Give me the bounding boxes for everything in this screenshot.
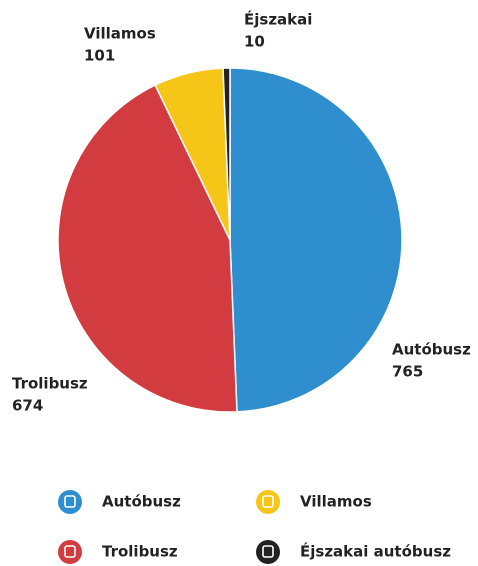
pie-slice bbox=[222, 67, 231, 241]
legend-glyph bbox=[262, 545, 274, 558]
slice-label: Éjszakai bbox=[244, 10, 312, 29]
slice-label: Autóbusz bbox=[392, 341, 471, 359]
pie-slice bbox=[229, 67, 403, 413]
legend-icon bbox=[256, 540, 280, 564]
legend-label: Éjszakai autóbusz bbox=[300, 542, 451, 561]
slice-label: Trolibusz bbox=[12, 375, 88, 393]
slice-label: Villamos bbox=[84, 25, 156, 43]
legend-icon bbox=[256, 490, 280, 514]
pie-slice bbox=[57, 84, 238, 413]
legend-label: Autóbusz bbox=[102, 493, 181, 511]
slice-value: 10 bbox=[244, 33, 265, 51]
slice-value: 101 bbox=[84, 47, 115, 65]
legend-icon bbox=[58, 540, 82, 564]
slice-value: 765 bbox=[392, 363, 423, 381]
legend-glyph bbox=[64, 495, 76, 508]
legend-label: Villamos bbox=[300, 493, 372, 511]
slice-value: 674 bbox=[12, 397, 43, 415]
legend-label: Trolibusz bbox=[102, 543, 178, 561]
legend-glyph bbox=[64, 545, 76, 558]
legend-glyph bbox=[262, 495, 274, 508]
legend-icon bbox=[58, 490, 82, 514]
